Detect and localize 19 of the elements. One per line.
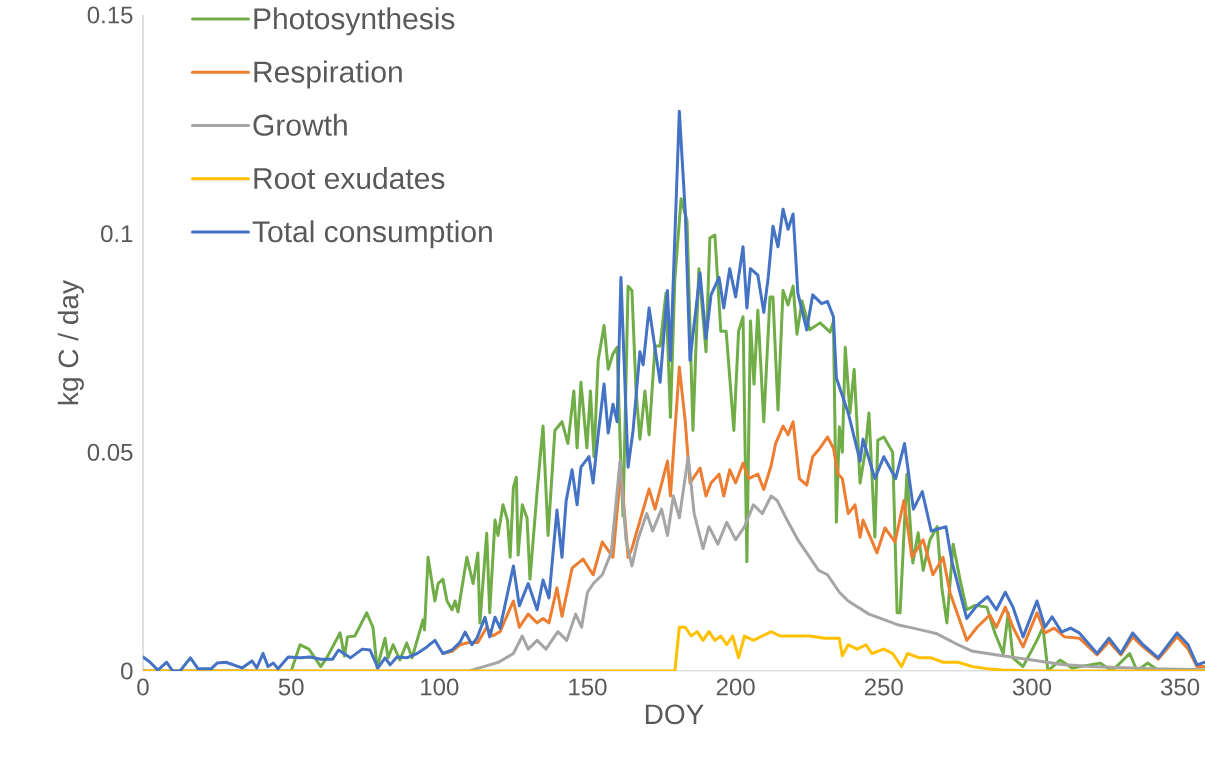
y-tick-label: 0.15: [87, 6, 133, 24]
y-tick-label: 0.05: [87, 443, 133, 461]
x-tick-label: 200: [716, 678, 755, 696]
x-tick-label: 0: [137, 678, 149, 696]
x-tick-label: 100: [421, 678, 459, 696]
x-tick-label: 50: [278, 678, 304, 696]
legend-label: Photosynthesis: [254, 7, 455, 36]
legend-label: Growth: [253, 113, 347, 136]
x-axis-title: DOY: [645, 704, 704, 725]
legend-label: Respiration: [254, 60, 402, 89]
y-tick-label: 0.1: [101, 225, 133, 243]
y-axis-title: kg C / day: [57, 280, 84, 405]
y-tick-label: 0: [121, 662, 133, 680]
x-tick-label: 300: [1012, 678, 1052, 696]
x-tick-label: 250: [864, 678, 903, 696]
x-tick-label: 350: [1160, 678, 1200, 696]
x-tick-label: 150: [569, 678, 607, 696]
legend-label: Total consumption: [252, 220, 492, 249]
legend-label: Root exudates: [254, 167, 445, 190]
